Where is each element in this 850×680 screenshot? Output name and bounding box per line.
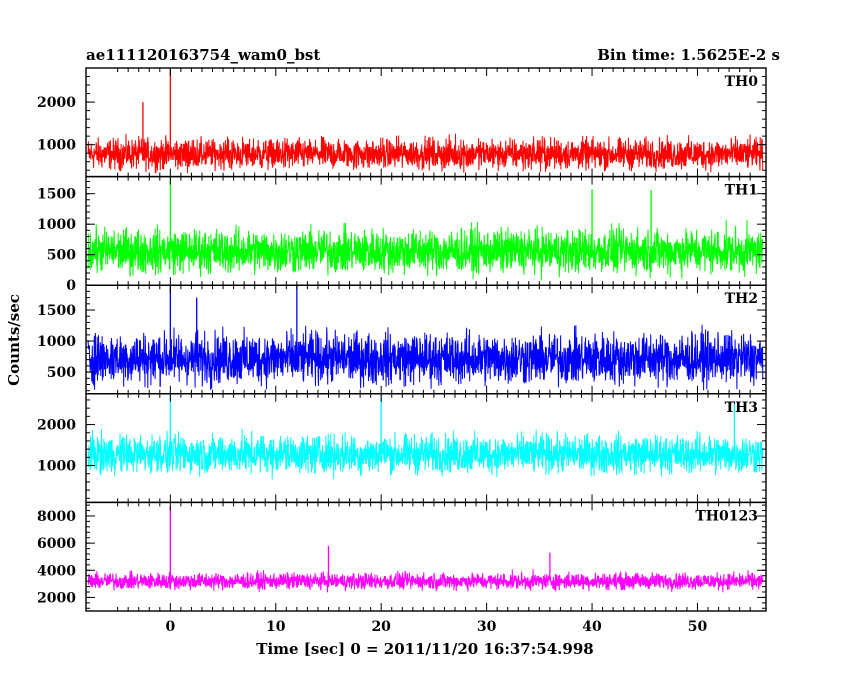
y-tick-label: 1000 [37,138,76,154]
series-label-th0: TH0 [725,74,759,90]
series-label-th1: TH1 [725,183,758,199]
y-tick-label: 1000 [37,459,76,475]
x-tick-label: 50 [688,619,708,635]
series-label-th2: TH2 [725,291,758,307]
series-trace-th0123 [87,569,764,593]
y-tick-label: 500 [47,248,76,264]
series-label-th3: TH3 [725,400,758,416]
y-tick-label: 2000 [37,418,76,434]
x-tick-label: 40 [582,619,602,635]
series-trace-th2 [87,324,764,391]
y-tick-label: 1500 [37,303,76,319]
y-axis-label: Counts/sec [5,294,23,386]
series-trace-th1 [87,219,764,281]
y-tick-label: 0 [66,278,76,294]
y-tick-label: 2000 [37,590,76,606]
y-tick-label: 8000 [37,509,76,525]
panels-group: TH010002000TH1050010001500TH250010001500… [37,67,767,635]
x-tick-label: 10 [266,619,286,635]
y-tick-label: 1000 [37,217,76,233]
panel-th2: TH2 500 1000 1500 [37,284,767,395]
panel-th0123: TH0123 2000 4000 6000 8000 [37,501,767,612]
y-tick-label: 1500 [37,187,76,203]
series-label-th0123: TH0123 [695,508,758,524]
panel-th1: TH1 0 500 1000 1500 [37,175,767,294]
chart-title: ae111120163754_wam0_bst [86,46,320,64]
x-tick-label: 0 [165,619,175,635]
panel-frame [85,501,767,612]
panel-th0: TH0 1000 2000 [37,67,767,178]
panel-frame [85,175,767,286]
x-tick-label: 20 [371,619,391,635]
x-tick-label: 30 [477,619,497,635]
y-tick-label: 2000 [37,95,76,111]
y-tick-label: 4000 [37,563,76,579]
series-trace-th3 [87,429,764,480]
y-tick-label: 1000 [37,334,76,350]
series-trace-th0 [87,133,764,174]
bin-time-label: Bin time: 1.5625E-2 s [597,46,780,64]
y-tick-label: 6000 [37,536,76,552]
panel-th3: TH3 1000 2000 [37,393,767,504]
y-tick-label: 500 [47,365,76,381]
x-axis-label: Time [sec] 0 = 2011/11/20 16:37:54.998 [256,640,593,658]
